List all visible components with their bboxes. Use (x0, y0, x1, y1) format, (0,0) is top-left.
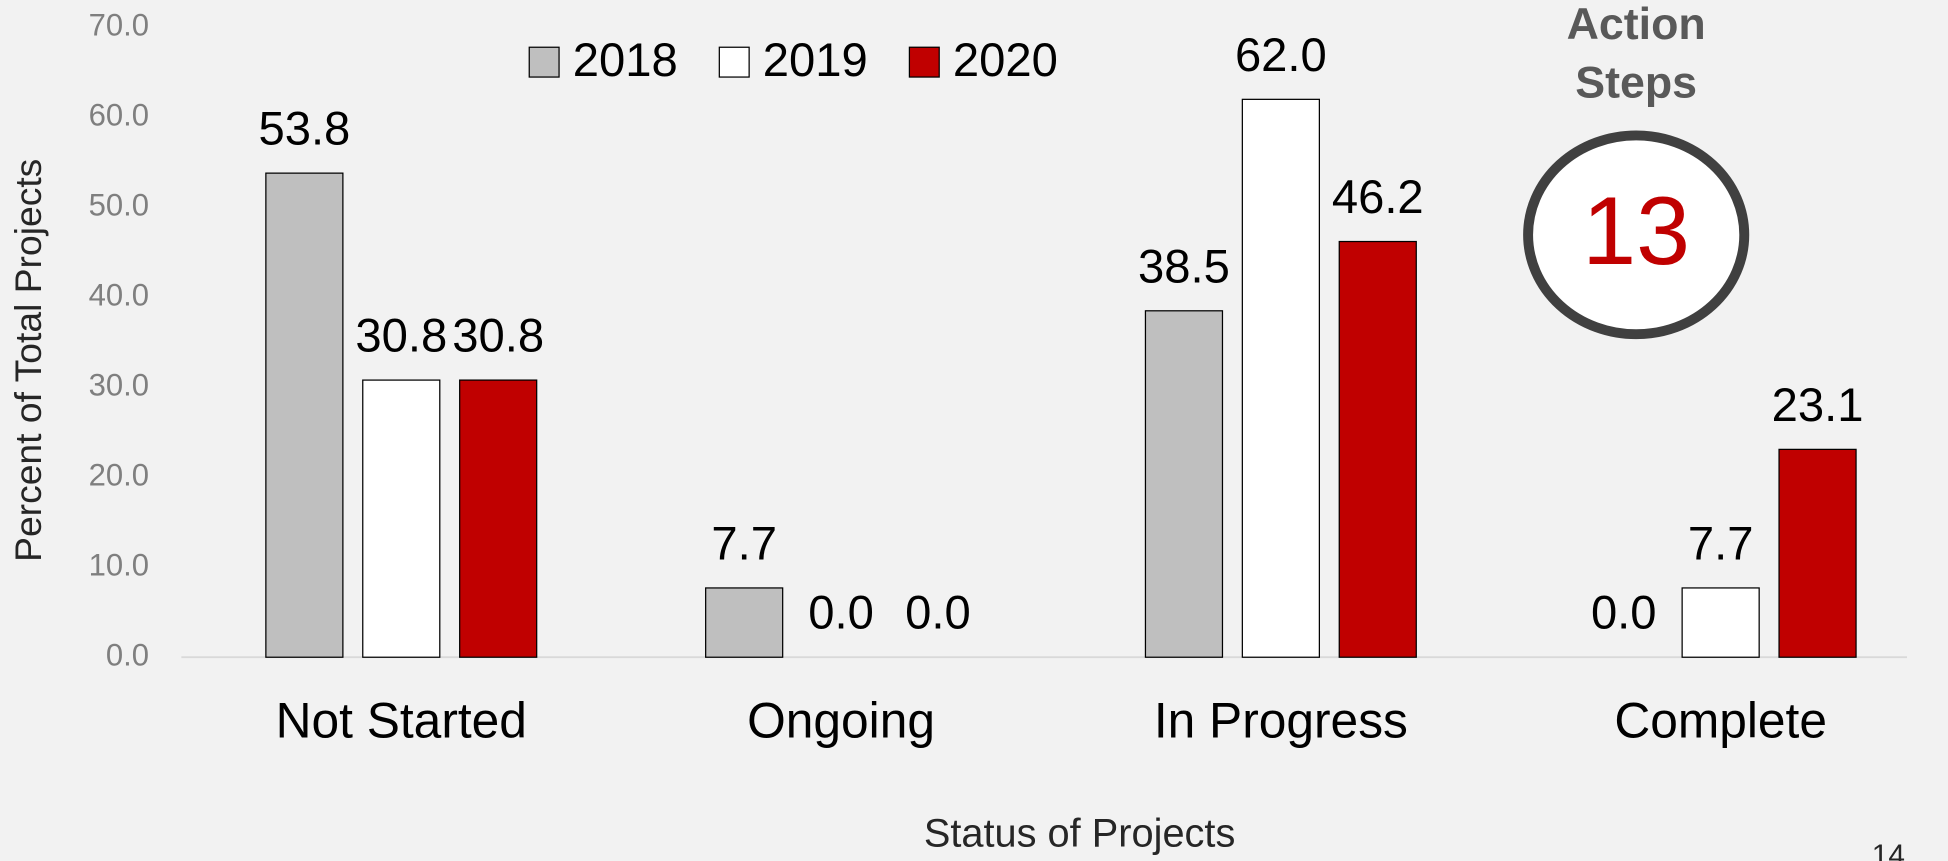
x-tick-label: Complete (1614, 692, 1827, 748)
value-label: 53.8 (258, 103, 350, 156)
value-label: 62.0 (1235, 29, 1327, 82)
value-label: 30.8 (452, 310, 544, 363)
bar (705, 587, 784, 658)
value-label: 7.7 (711, 517, 777, 570)
bar (1338, 240, 1417, 658)
bar (1778, 448, 1857, 658)
y-tick-label: 50.0 (89, 188, 149, 223)
legend-swatch (718, 46, 750, 78)
legend-label: 2018 (573, 34, 678, 87)
value-label: 38.5 (1138, 240, 1230, 293)
x-tick-label: Ongoing (747, 692, 935, 748)
bar (1241, 98, 1320, 658)
value-label: 7.7 (1688, 517, 1754, 570)
legend-swatch (528, 46, 560, 78)
legend-label: 2019 (763, 34, 868, 87)
value-label: 30.8 (355, 310, 447, 363)
bar (362, 379, 441, 658)
y-tick-label: 40.0 (89, 278, 149, 313)
page-number: 14 (1872, 839, 1905, 861)
bar (265, 172, 344, 658)
value-label: 0.0 (808, 587, 874, 640)
bar (1144, 310, 1224, 658)
x-tick-label: Not Started (276, 692, 527, 748)
x-axis-title: Status of Projects (924, 812, 1236, 856)
y-axis-title: Percent of Total Projects (7, 159, 49, 562)
annotation-title: Steps (1575, 59, 1697, 108)
bar (459, 379, 538, 658)
y-tick-label: 20.0 (89, 457, 149, 492)
annotation-circle (1523, 130, 1750, 340)
y-tick-label: 60.0 (89, 98, 149, 133)
value-label: 0.0 (1591, 587, 1657, 640)
y-tick-label: 30.0 (89, 367, 149, 402)
y-tick-label: 10.0 (89, 547, 149, 582)
legend-label: 2020 (953, 34, 1058, 87)
y-tick-label: 70.0 (89, 8, 149, 43)
annotation-title: Action (1567, 0, 1706, 49)
annotation-count: 13 (1582, 176, 1690, 285)
value-label: 23.1 (1772, 379, 1864, 432)
value-label: 46.2 (1332, 171, 1424, 224)
value-label: 0.0 (905, 587, 971, 640)
legend-swatch (908, 46, 940, 78)
x-tick-label: In Progress (1154, 692, 1408, 748)
y-tick-label: 0.0 (106, 637, 149, 672)
bar (1681, 587, 1760, 658)
